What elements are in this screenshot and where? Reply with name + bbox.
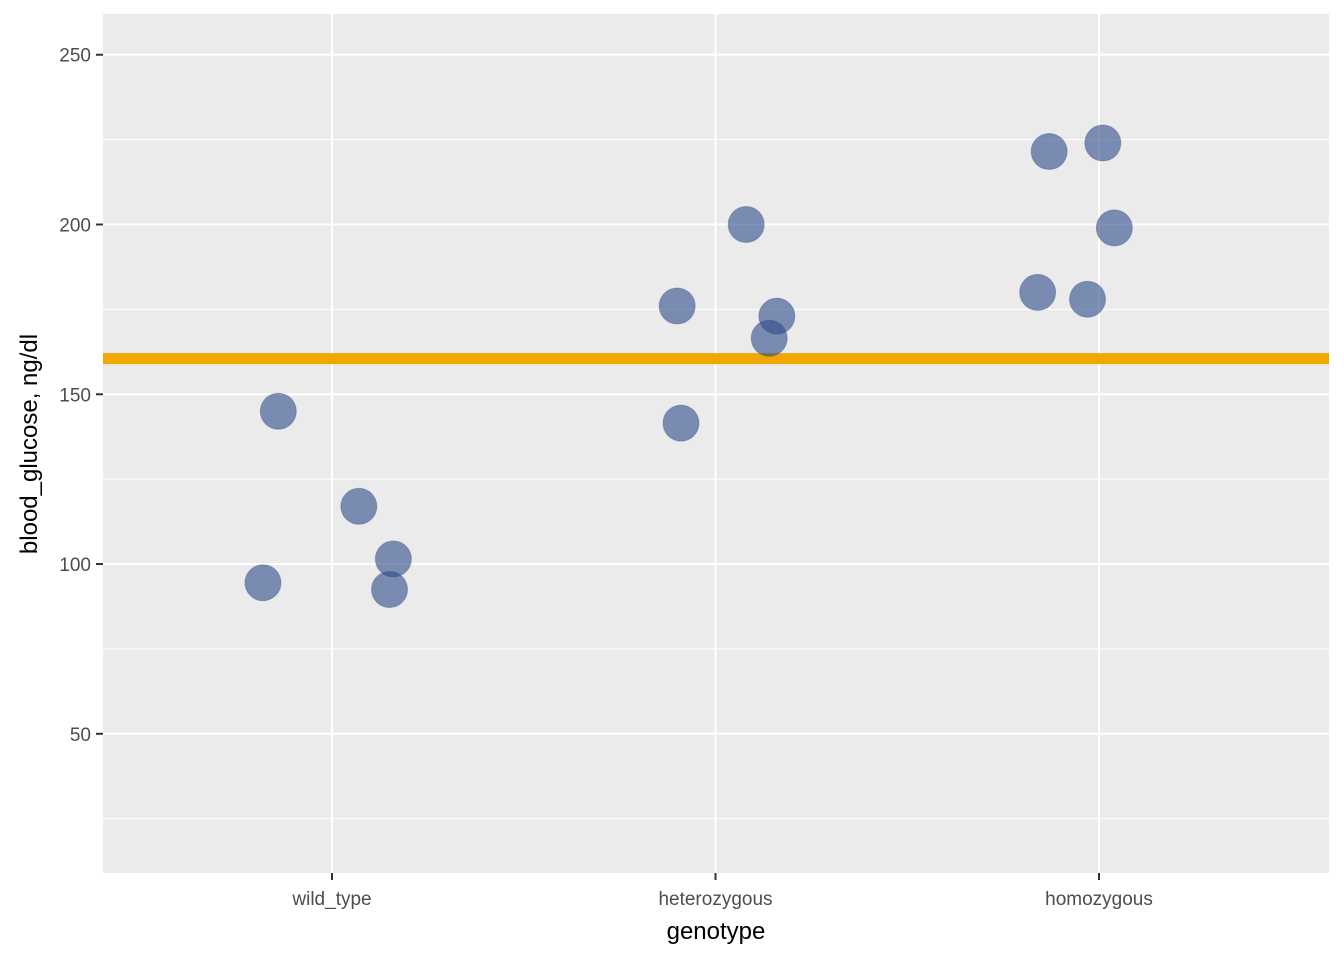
data-point [727,206,765,244]
y-tick-label: 200 [59,216,91,237]
x-axis-title: genotype [667,918,766,945]
points-layer [244,124,1133,608]
y-tick-label: 150 [59,385,91,406]
y-axis-title: blood_glucose, ng/dl [16,334,43,554]
data-point [1068,280,1106,318]
y-tick-label: 250 [59,46,91,67]
data-point [658,287,696,325]
x-tick-label: homozygous [1045,889,1153,910]
y-tick-label: 50 [70,725,91,746]
data-point [750,319,788,357]
y-tick-label: 100 [59,555,91,576]
data-point [259,392,297,430]
x-tick-labels: wild_type heterozygous homozygous [291,889,1152,910]
data-point [1095,209,1133,247]
data-point [1084,124,1122,162]
major-gridlines [103,14,1329,873]
x-tick-label: wild_type [291,889,371,910]
data-point [244,564,282,602]
data-point [340,487,378,525]
data-point [1030,133,1068,171]
axis-ticks [96,53,1100,880]
data-point [371,570,409,608]
y-tick-labels: 50 100 150 200 250 [59,46,91,746]
data-point [662,404,700,442]
x-tick-label: heterozygous [658,889,772,910]
data-point [1019,273,1057,311]
